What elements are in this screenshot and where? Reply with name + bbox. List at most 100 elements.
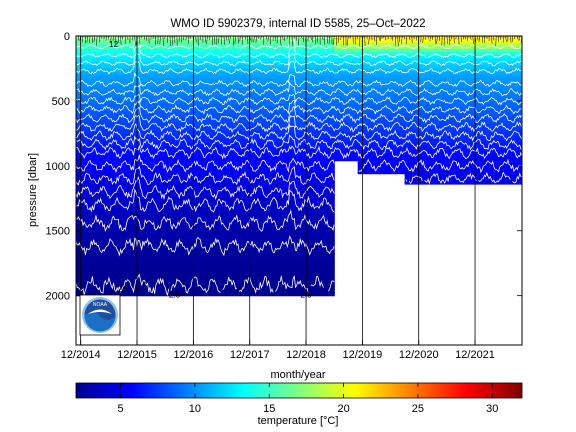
field-band xyxy=(76,136,335,141)
field-band xyxy=(404,178,522,183)
surface-profile-mark xyxy=(495,36,497,47)
field-band xyxy=(357,139,406,144)
field-band xyxy=(357,84,406,89)
surface-profile-mark xyxy=(108,36,110,40)
field-band xyxy=(404,104,522,109)
field-band xyxy=(76,214,335,219)
field-band xyxy=(404,113,522,118)
field-band xyxy=(357,58,406,63)
field-band xyxy=(76,130,335,134)
surface-profile-mark xyxy=(422,36,424,44)
surface-profile-mark xyxy=(499,36,502,41)
field-band xyxy=(76,42,335,47)
field-band xyxy=(76,276,335,281)
field-band xyxy=(334,91,359,96)
field-band xyxy=(404,136,522,141)
colorbar-tick-label: 20 xyxy=(337,403,349,415)
surface-profile-mark xyxy=(276,36,279,44)
surface-profile-mark xyxy=(82,36,84,43)
field-band xyxy=(357,81,406,86)
field-band xyxy=(76,211,335,216)
field-band xyxy=(76,198,335,203)
field-band xyxy=(76,227,335,232)
field-band xyxy=(334,117,359,121)
contour-label: 2.5 xyxy=(117,285,129,294)
field-band xyxy=(76,110,335,115)
field-band xyxy=(334,159,359,162)
field-band xyxy=(357,87,406,92)
field-band xyxy=(404,97,522,102)
field-band xyxy=(76,201,335,206)
colorbar-label: temperature [°C] xyxy=(258,415,339,427)
field-band xyxy=(404,182,522,185)
field-band xyxy=(76,78,335,83)
surface-profile-mark xyxy=(125,36,127,44)
field-band xyxy=(357,162,406,167)
surface-profile-mark xyxy=(253,36,255,43)
field-band xyxy=(334,133,359,138)
field-band xyxy=(404,42,522,47)
surface-profile-mark xyxy=(298,36,300,46)
temperature-field xyxy=(76,36,522,297)
isotherm xyxy=(76,93,522,106)
field-band xyxy=(334,52,359,57)
field-band xyxy=(76,263,335,268)
field-band xyxy=(76,292,335,297)
field-band xyxy=(334,97,359,102)
field-band xyxy=(334,152,359,157)
field-band xyxy=(76,152,335,157)
surface-profile-mark xyxy=(241,36,243,45)
surface-profile-mark xyxy=(247,36,249,44)
field-band xyxy=(334,156,359,160)
field-band xyxy=(76,71,335,76)
field-band xyxy=(76,120,335,125)
isotherm xyxy=(76,45,522,59)
field-band xyxy=(404,133,522,138)
surface-profile-mark xyxy=(409,36,411,40)
field-band xyxy=(357,126,406,131)
field-band xyxy=(76,104,335,109)
field-band xyxy=(357,61,406,66)
isotherm xyxy=(76,52,522,67)
field-band xyxy=(76,224,335,229)
surface-profile-mark xyxy=(282,36,284,40)
y-tick-label: 0 xyxy=(64,31,70,43)
field-band xyxy=(76,204,335,209)
surface-profile-mark xyxy=(279,36,282,47)
surface-profile-mark xyxy=(322,36,324,41)
isotherm xyxy=(76,165,522,186)
field-band xyxy=(357,159,406,164)
field-band xyxy=(404,123,522,128)
field-band xyxy=(357,110,406,115)
field-band xyxy=(76,156,335,160)
field-band xyxy=(76,285,335,290)
field-band xyxy=(76,272,335,277)
surface-profile-mark xyxy=(162,36,164,47)
field-band xyxy=(357,48,406,53)
field-band xyxy=(76,94,335,99)
surface-profile-mark xyxy=(86,36,88,43)
field-band xyxy=(357,97,406,102)
field-band xyxy=(357,130,406,134)
field-band xyxy=(76,74,335,79)
surface-profile-mark xyxy=(96,36,98,46)
field-band xyxy=(334,146,359,151)
y-axis: 0 500 1000 1500 2000 xyxy=(46,31,522,303)
field-band xyxy=(357,36,406,40)
surface-profile-mark xyxy=(223,36,226,45)
field-band xyxy=(76,289,335,294)
surface-profile-mark xyxy=(347,36,349,46)
x-tick-label: 12/2014 xyxy=(61,349,101,361)
field-band xyxy=(76,48,335,53)
surface-profile-mark xyxy=(517,36,519,41)
contour-label: 2.5 xyxy=(136,281,148,290)
surface-profile-mark xyxy=(491,36,493,44)
field-band xyxy=(404,146,522,151)
field-band xyxy=(76,87,335,92)
field-band xyxy=(334,126,359,131)
field-band xyxy=(357,146,406,151)
x-tick-label: 12/2020 xyxy=(399,349,439,361)
surface-profile-mark xyxy=(333,36,335,46)
field-band xyxy=(334,84,359,89)
isotherm xyxy=(76,188,335,213)
